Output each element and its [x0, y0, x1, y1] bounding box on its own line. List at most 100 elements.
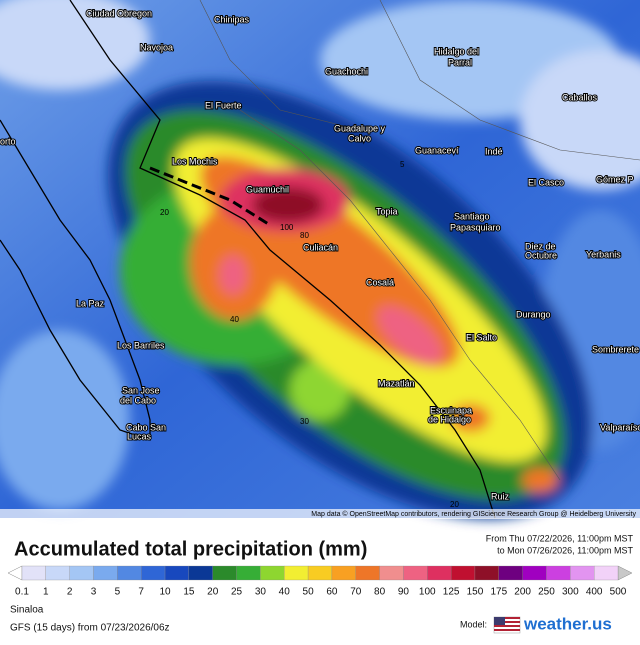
city-label: Diez de [525, 241, 556, 251]
city-label: Gómez P [596, 174, 634, 184]
region: Sinaloa [10, 605, 44, 616]
legend-label: 40 [279, 587, 291, 598]
legend-label: 400 [586, 587, 603, 598]
city-label: Durango [516, 309, 551, 319]
contour-label: 30 [300, 417, 309, 426]
date-to: to Mon 07/26/2026, 11:00pm MST [497, 545, 633, 555]
legend-label: 175 [490, 587, 507, 598]
city-label: Calvo [348, 133, 371, 143]
legend-swatch [284, 565, 309, 581]
city-label: Ciudad Obregon [86, 8, 152, 18]
legend-label: 25 [231, 587, 243, 598]
city-label: de Hidalgo [428, 414, 471, 424]
legend-arrow-right [617, 565, 633, 581]
city-label: Papasquiaro [450, 222, 501, 232]
city-label: Guachochi [325, 66, 368, 76]
date-from: From Thu 07/22/2026, 11:00pm MST [486, 533, 634, 543]
legend-swatch [594, 565, 619, 581]
legend-swatch [355, 565, 380, 581]
contour-label: 40 [230, 315, 239, 324]
title: Accumulated total precipitation (mm) [14, 538, 367, 560]
legend-label: 3 [91, 587, 97, 598]
legend-swatch [212, 565, 237, 581]
legend-swatch [331, 565, 356, 581]
legend-label: 0.1 [15, 587, 29, 598]
city-label: Topia [376, 206, 398, 216]
city-label: Guadalupe y [334, 123, 386, 133]
legend-swatch [236, 565, 261, 581]
legend-swatch [570, 565, 595, 581]
legend-swatch [117, 565, 142, 581]
legend-label: 2 [67, 587, 73, 598]
model-run: GFS (15 days) from 07/23/2026/06z [10, 623, 170, 634]
city-label: Cosalá [366, 277, 394, 287]
city-label: Navojoa [140, 42, 173, 52]
city-label: Yerbanis [586, 249, 621, 259]
legend-swatch [188, 565, 213, 581]
legend-swatch [307, 565, 333, 581]
legend-label: 20 [207, 587, 219, 598]
legend-label: 60 [326, 587, 338, 598]
model-label: Model: [460, 619, 487, 629]
legend-swatch [450, 565, 476, 581]
brand: weather.us [523, 614, 612, 633]
city-label: San Jose [122, 385, 160, 395]
legend-label: 30 [255, 587, 267, 598]
city-label: Cabo San [126, 422, 166, 432]
city-label: Valparaíso [600, 422, 640, 432]
city-label: El Casco [528, 177, 564, 187]
legend-label: 5 [115, 587, 121, 598]
legend-swatch [141, 565, 166, 581]
contour-label: 5 [400, 160, 405, 169]
legend-swatch [45, 565, 70, 581]
legend-swatch [427, 565, 452, 581]
legend-swatch [474, 565, 499, 581]
city-label: del Cabo [120, 395, 156, 405]
legend-label: 15 [183, 587, 195, 598]
legend-swatch [403, 565, 428, 581]
city-label: El Salto [466, 332, 497, 342]
legend-swatch [164, 565, 190, 581]
legend-swatch [546, 565, 571, 581]
legend-label: 80 [374, 587, 386, 598]
legend-swatch [21, 565, 46, 581]
legend-label: 125 [443, 587, 460, 598]
city-label: Escuinapa [430, 405, 472, 415]
city-label: Lucas [127, 431, 152, 441]
city-label: Guanaceví [415, 145, 459, 155]
legend-label: 10 [159, 587, 171, 598]
city-label: Hidalgo del [434, 46, 479, 56]
city-label: Los Mochis [172, 156, 218, 166]
legend-label: 200 [514, 587, 531, 598]
contour-label: 100 [280, 223, 294, 232]
city-label: La Paz [76, 298, 105, 308]
legend-label: 500 [610, 587, 627, 598]
contour-label: 20 [160, 208, 169, 217]
legend-swatch [69, 565, 94, 581]
legend-arrow-left [7, 565, 23, 581]
legend-label: 70 [350, 587, 362, 598]
legend-label: 100 [419, 587, 436, 598]
city-label: orto [0, 136, 16, 146]
city-label: Culiacán [303, 242, 338, 252]
city-label: Guamúchil [246, 184, 289, 194]
precip-map [0, 0, 640, 519]
city-label: Indé [485, 146, 503, 156]
legend-label: 300 [562, 587, 579, 598]
legend-label: 1 [43, 587, 49, 598]
legend-label: 50 [303, 587, 315, 598]
city-label: Santiago [454, 211, 490, 221]
city-label: Ruiz [491, 491, 510, 501]
flag-icon [493, 616, 521, 634]
legend-swatch [522, 565, 547, 581]
city-label: Los Barriles [117, 340, 165, 350]
legend-swatch [260, 565, 285, 581]
legend-label: 90 [398, 587, 410, 598]
legend-swatch [379, 565, 404, 581]
legend-swatch [498, 565, 523, 581]
contour-label: 80 [300, 231, 309, 240]
city-label: Caballos [562, 92, 598, 102]
legend-label: 250 [538, 587, 555, 598]
legend: 0.1 1 2 3 5 7 10 15 20 25 30 40 50 60 70 80 90 100 125 150 1… [7, 565, 633, 598]
